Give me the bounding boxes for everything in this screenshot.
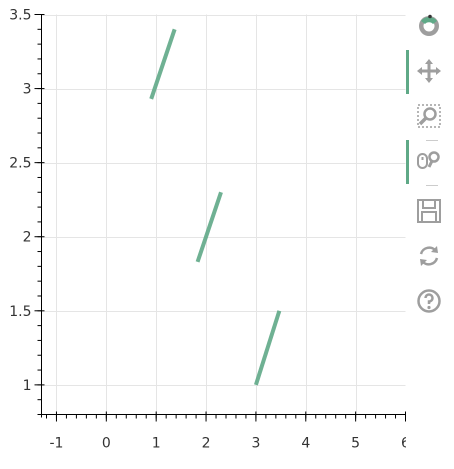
y-tick-label: 2.5 xyxy=(9,156,31,172)
reset-tool[interactable] xyxy=(406,240,454,274)
segments xyxy=(149,28,282,386)
x-tick-label: 3 xyxy=(251,436,260,452)
x-tick-label: -1 xyxy=(49,436,63,452)
segment xyxy=(149,28,177,100)
box-zoom-tool[interactable] xyxy=(406,100,454,134)
axes: -1 0 1 2 3 4 5 6 1 1.5 2 2.5 3 3.5 xyxy=(9,8,406,452)
toolbar xyxy=(406,8,454,328)
x-tick-label: 2 xyxy=(202,436,211,452)
y-tick-label: 3 xyxy=(23,82,32,98)
toolbar-separator xyxy=(426,185,438,186)
x-tick-label: 1 xyxy=(152,436,161,452)
y-tick-label: 2 xyxy=(23,230,32,246)
y-tick-label: 1 xyxy=(23,378,32,394)
y-tick-label: 3.5 xyxy=(9,8,31,24)
segment xyxy=(254,310,282,386)
x-tick-label: 6 xyxy=(401,436,406,452)
bokeh-logo-tool[interactable] xyxy=(406,10,454,44)
wheel-zoom-tool[interactable] xyxy=(406,140,454,184)
save-tool[interactable] xyxy=(406,195,454,229)
pan-tool[interactable] xyxy=(406,50,454,94)
help-tool[interactable] xyxy=(406,285,454,319)
segment xyxy=(195,191,223,263)
toolbar-separator xyxy=(426,140,438,141)
x-tick-label: 4 xyxy=(301,436,310,452)
x-tick-label: 5 xyxy=(351,436,360,452)
x-tick-label: 0 xyxy=(102,436,111,452)
chart-canvas[interactable]: -1 0 1 2 3 4 5 6 1 1.5 2 2.5 3 3.5 xyxy=(0,0,406,469)
grid-lines xyxy=(41,14,406,415)
active-indicator xyxy=(406,140,409,184)
y-tick-label: 1.5 xyxy=(9,304,31,320)
active-indicator xyxy=(406,50,409,94)
